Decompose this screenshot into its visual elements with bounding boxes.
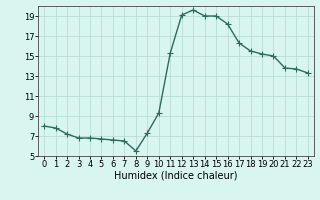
X-axis label: Humidex (Indice chaleur): Humidex (Indice chaleur) bbox=[114, 171, 238, 181]
